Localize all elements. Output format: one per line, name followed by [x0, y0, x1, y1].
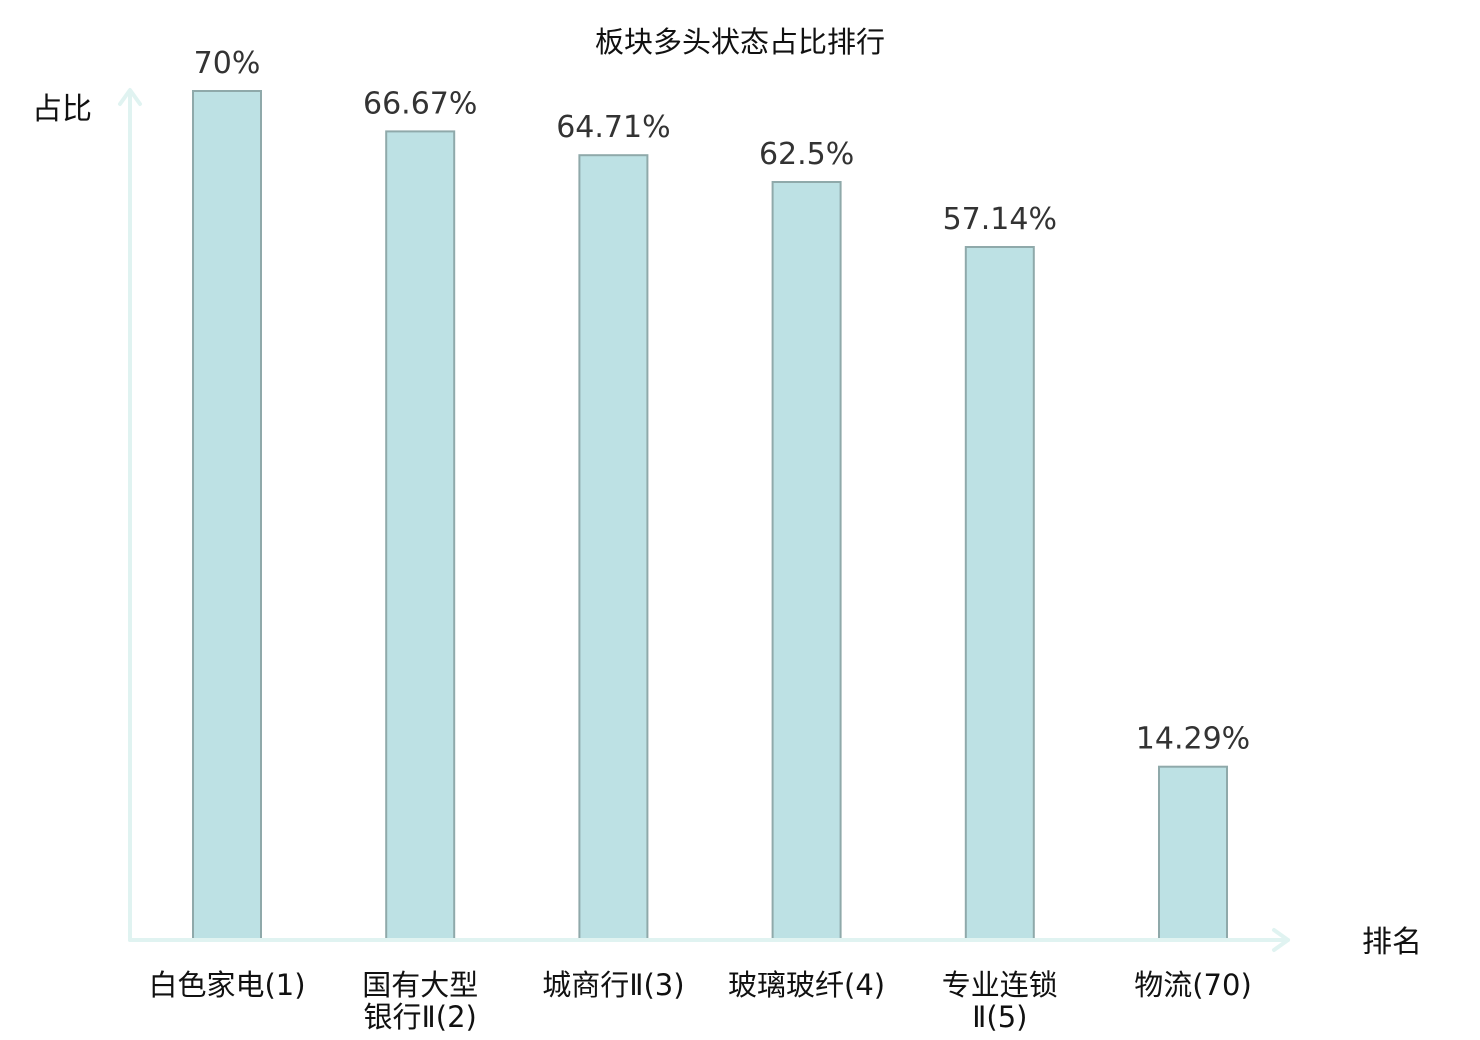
bar: [1158, 765, 1228, 942]
category-label: 城商行Ⅱ(3): [542, 968, 684, 1002]
y-axis-label: 占比: [32, 92, 92, 127]
category-label: 物流(70): [1134, 968, 1252, 1002]
y-axis-arrow: [118, 88, 142, 106]
bar: [578, 154, 649, 941]
category-label: Ⅱ(5): [972, 1000, 1027, 1034]
category-label: 玻璃玻纤(4): [728, 968, 885, 1002]
x-axis-arrow: [1272, 928, 1290, 952]
axes: [118, 88, 1290, 952]
category-label: 专业连锁: [942, 968, 1058, 1002]
bar-value-label: 14.29%: [1136, 722, 1250, 757]
bar-value-label: 57.14%: [943, 202, 1057, 237]
bar: [964, 246, 1035, 941]
category-label: 国有大型: [362, 968, 478, 1002]
category-label: 银行Ⅱ(2): [364, 1000, 477, 1034]
bar-value-label: 62.5%: [759, 137, 854, 172]
bar: [385, 130, 456, 941]
value-labels-layer: 70% 66.67% 64.71% 62.5% 57.14% 14.29%: [194, 46, 1251, 757]
bar-value-label: 66.67%: [363, 86, 477, 121]
bar: [192, 90, 262, 941]
x-axis-label: 排名: [1362, 925, 1422, 960]
bars-layer: [192, 90, 1228, 942]
category-label: 白色家电(1): [148, 968, 305, 1002]
bar: [771, 181, 842, 941]
bar-value-label: 70%: [194, 46, 261, 81]
bar-value-label: 64.71%: [556, 110, 670, 145]
chart-title: 板块多头状态占比排行: [595, 25, 885, 59]
